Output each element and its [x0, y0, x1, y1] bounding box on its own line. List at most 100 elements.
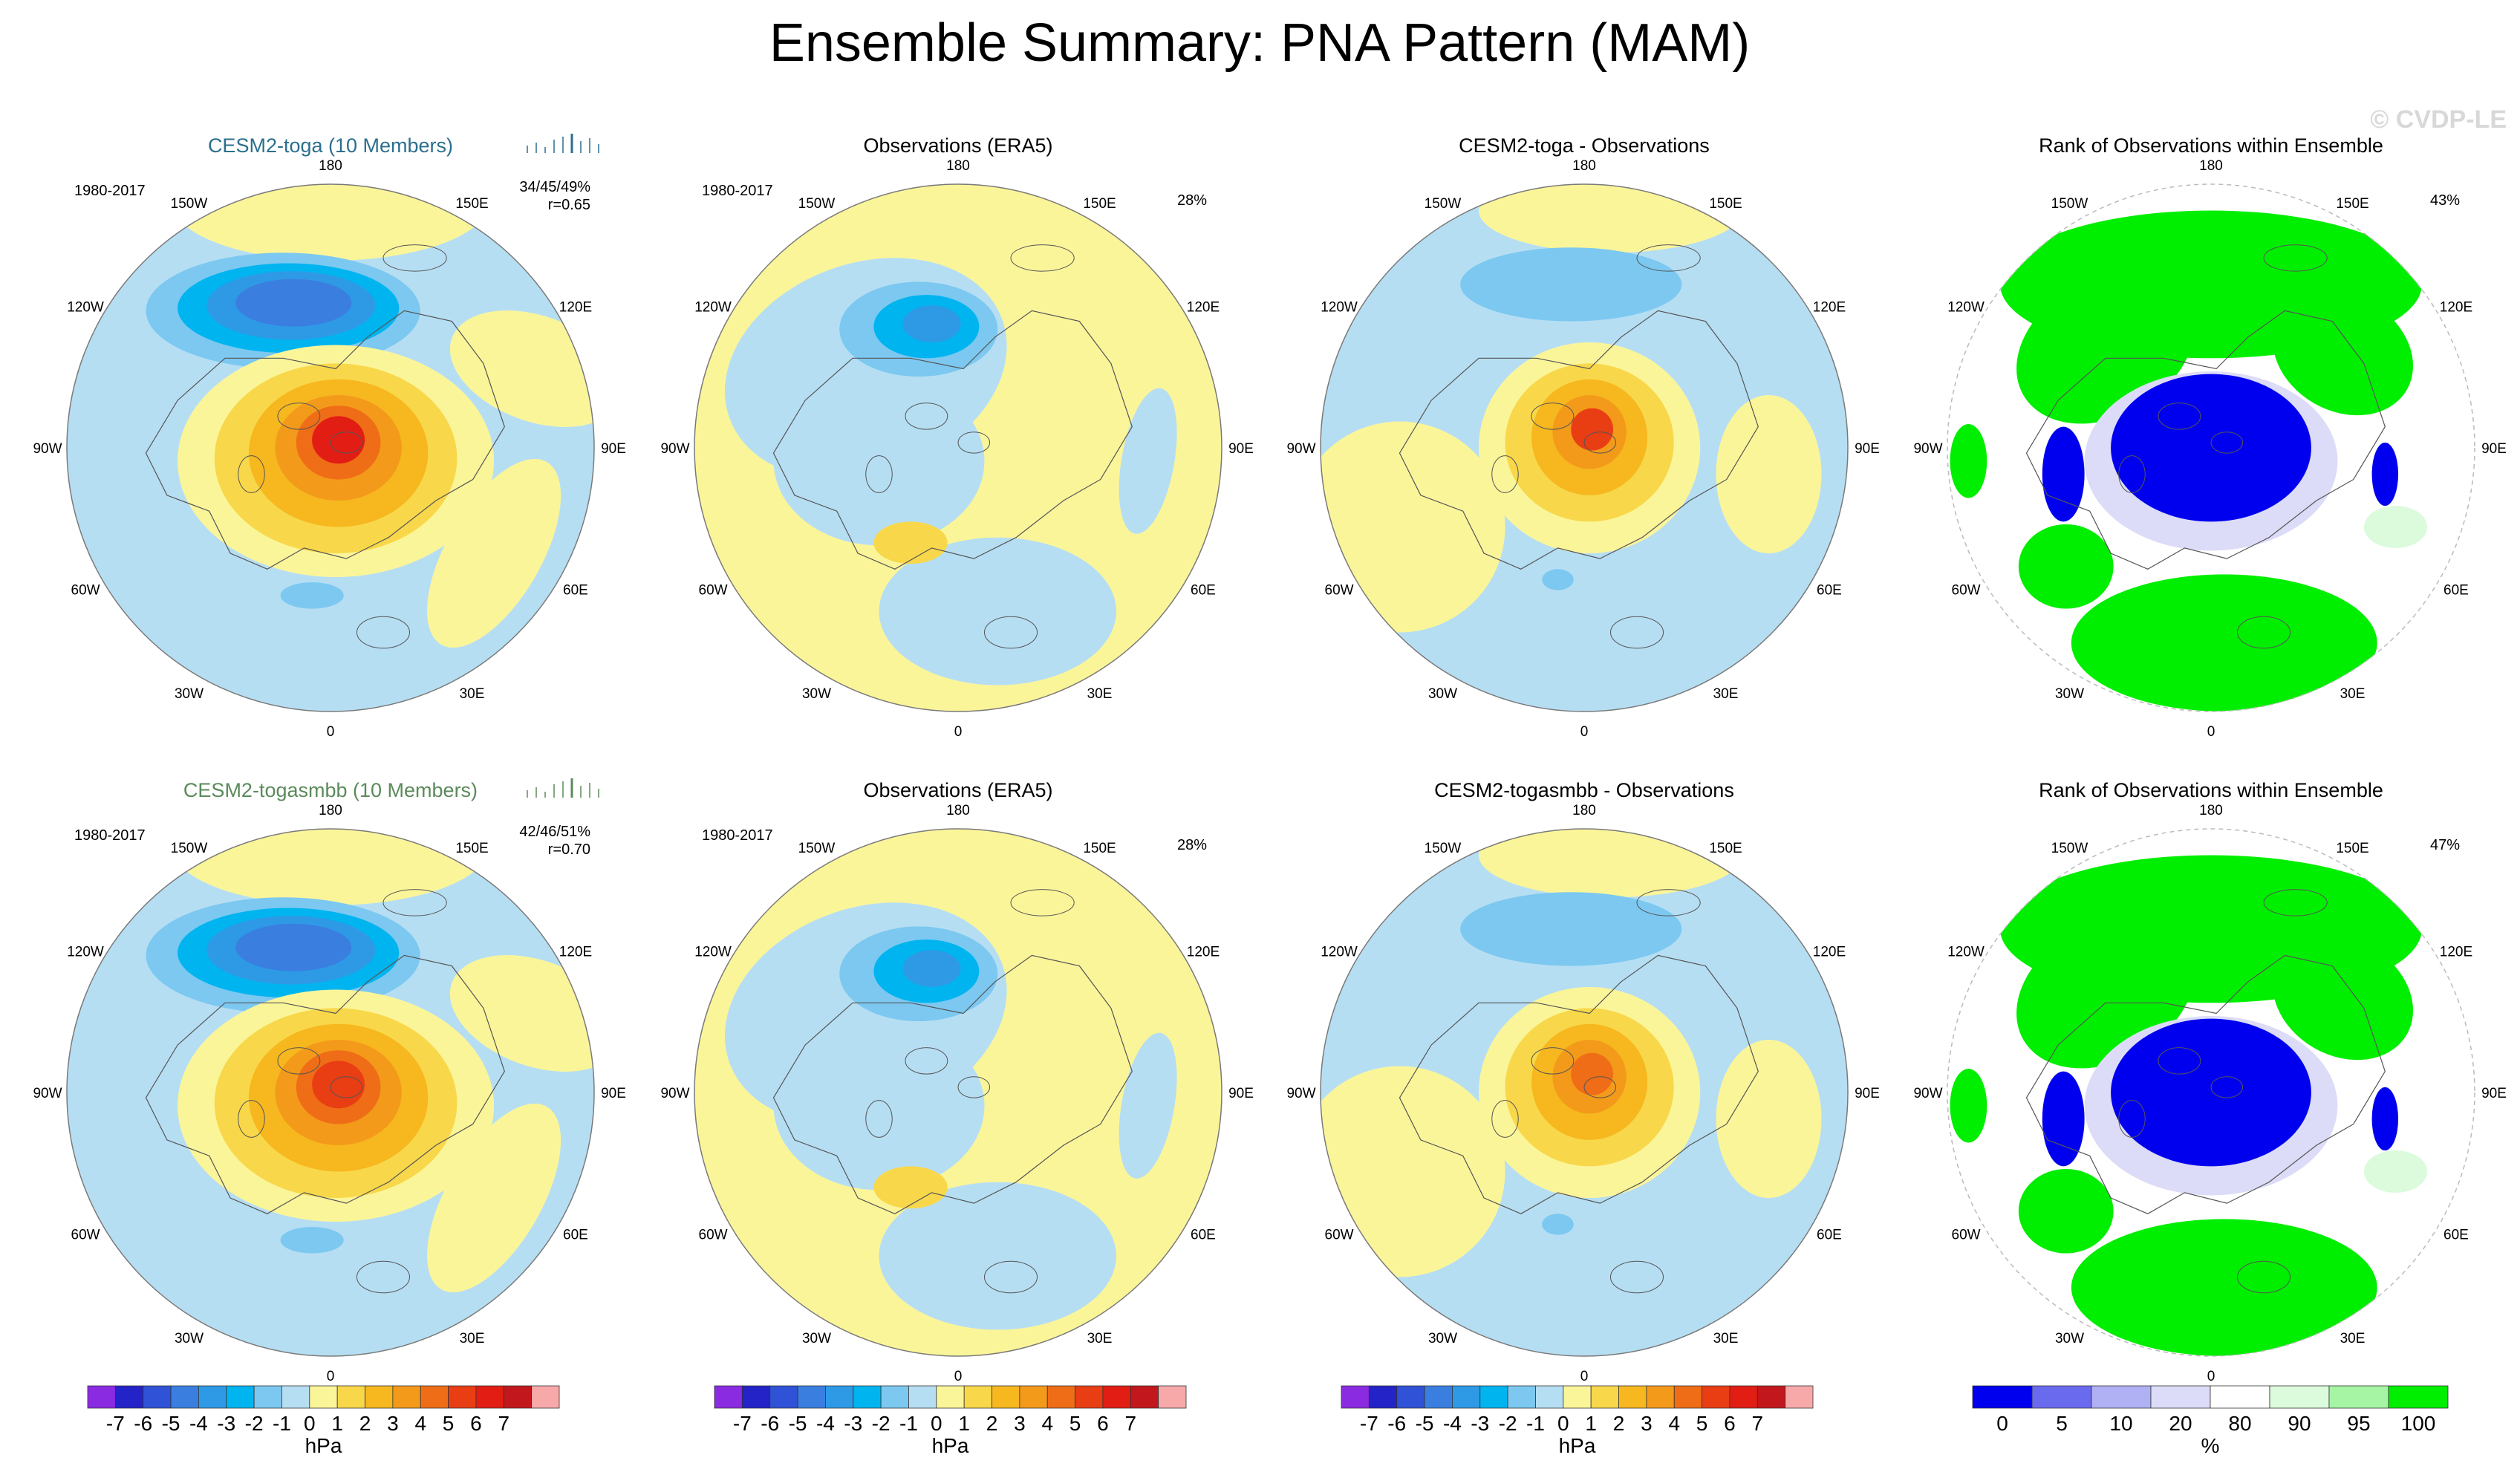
- colorbar-tick: 80: [2228, 1412, 2251, 1435]
- lon-label: 30W: [802, 686, 831, 702]
- lon-label: 0: [954, 1369, 963, 1384]
- colorbar-tick: -5: [162, 1412, 180, 1435]
- lon-label: 150E: [455, 841, 488, 856]
- lon-label: 180: [946, 158, 970, 174]
- lon-label: 90E: [2481, 441, 2507, 457]
- map-panel: 180 150E 120E 90E 60E 30E 0 30W 60W 90W 120W 150W CE…: [33, 134, 626, 740]
- colorbar-tick: -2: [1499, 1412, 1517, 1435]
- lon-label: 60E: [1817, 1228, 1842, 1243]
- lon-label: 30E: [460, 686, 485, 702]
- colorbar-tick: -3: [217, 1412, 235, 1435]
- colorbar-swatch: [198, 1385, 227, 1409]
- colorbar-swatch: [170, 1385, 199, 1409]
- colorbar-swatch: [1673, 1385, 1702, 1409]
- colorbar-swatch: [1102, 1385, 1131, 1409]
- colorbar-swatch: [1563, 1385, 1592, 1409]
- lon-label: 60E: [2444, 583, 2469, 599]
- lon-label: 150W: [798, 196, 836, 212]
- lon-label: 180: [319, 803, 342, 818]
- colorbar-tick: 0: [931, 1412, 942, 1435]
- colorbar-tick: 100: [2401, 1412, 2436, 1435]
- map-panel: 180 150E 120E 90E 60E 30E 0 30W 60W 90W 120W 150W Ra…: [1913, 134, 2506, 740]
- lon-label: 0: [327, 724, 335, 740]
- colorbar-unit: hPa: [305, 1434, 342, 1457]
- colorbar-swatch: [908, 1385, 937, 1409]
- panel-title: Rank of Observations within Ensemble: [2039, 134, 2383, 157]
- lon-label: 120E: [2440, 945, 2472, 960]
- colorbar-tick: 1: [1585, 1412, 1597, 1435]
- colorbar-swatch: [1396, 1385, 1425, 1409]
- lon-label: 150E: [1083, 841, 1116, 856]
- colorbar-tick: 95: [2347, 1412, 2370, 1435]
- colorbar-tick: 0: [1996, 1412, 2008, 1435]
- colorbar-tick: 1: [958, 1412, 970, 1435]
- colorbar-swatch: [992, 1385, 1020, 1409]
- colorbar-swatch: [2031, 1385, 2092, 1409]
- lon-label: 120E: [1813, 945, 1846, 960]
- lon-label: 150E: [2336, 196, 2368, 212]
- colorbar-tick: 90: [2288, 1412, 2311, 1435]
- panel-title: CESM2-togasmbb (10 Members): [183, 779, 478, 801]
- colorbar-unit: hPa: [932, 1434, 969, 1457]
- lon-label: 30W: [2055, 1331, 2084, 1346]
- colorbar-swatch: [365, 1385, 394, 1409]
- colorbar-tick: 5: [443, 1412, 455, 1435]
- lon-label: 0: [327, 1369, 335, 1384]
- figure-title: Ensemble Summary: PNA Pattern (MAM): [769, 13, 1750, 73]
- colorbar-swatch: [1507, 1385, 1536, 1409]
- colorbar-tick: -4: [816, 1412, 835, 1435]
- colorbar-tick: -6: [1387, 1412, 1406, 1435]
- colorbar-tick: -3: [1471, 1412, 1489, 1435]
- lon-label: 60W: [71, 1228, 100, 1243]
- colorbar-swatch: [797, 1385, 826, 1409]
- lon-label: 120W: [1947, 945, 1985, 960]
- lon-label: 30E: [1087, 686, 1113, 702]
- map-panel: 180 150E 120E 90E 60E 30E 0 30W 60W 90W 120W 150W Ra…: [1913, 779, 2506, 1384]
- panel-title: CESM2-togasmbb - Observations: [1434, 779, 1734, 801]
- colorbar-swatch: [2328, 1385, 2389, 1409]
- panel-title: CESM2-toga (10 Members): [208, 134, 453, 157]
- lon-label: 60W: [1325, 1228, 1354, 1243]
- colorbar-tick: -5: [1416, 1412, 1434, 1435]
- colorbar-tick: 7: [1125, 1412, 1137, 1435]
- colorbar-swatch: [448, 1385, 477, 1409]
- colorbar-tick: -3: [844, 1412, 862, 1435]
- lon-label: 120W: [694, 300, 732, 316]
- lon-label: 120W: [1321, 300, 1358, 316]
- lon-label: 150E: [455, 196, 488, 212]
- lon-label: 90W: [33, 441, 62, 457]
- lon-label: 60W: [71, 583, 100, 599]
- colorbar-hpa: -7 -6 -5 -4 -3 -2 -1 0 1 2 3 4 5 6 7 hPa: [714, 1385, 1187, 1457]
- colorbar-tick: 3: [1014, 1412, 1026, 1435]
- panels: 180 150E 120E 90E 60E 30E 0 30W 60W 90W 120W 150W CE…: [33, 134, 2507, 1384]
- panel-period: 1980-2017: [702, 827, 773, 844]
- lon-label: 180: [319, 158, 342, 174]
- colorbar-swatch: [2150, 1385, 2211, 1409]
- lon-label: 60E: [563, 583, 588, 599]
- panel-period: 1980-2017: [74, 827, 146, 844]
- lon-label: 60E: [2444, 1228, 2469, 1243]
- colorbar-tick: -4: [189, 1412, 208, 1435]
- colorbar-swatch: [1618, 1385, 1647, 1409]
- lon-label: 150W: [171, 196, 208, 212]
- colorbar-swatch: [1075, 1385, 1104, 1409]
- colorbar-swatch: [1756, 1385, 1786, 1409]
- colorbar-swatch: [2269, 1385, 2330, 1409]
- colorbar-rank: 0 5 10 20 80 90 95 100%: [1972, 1385, 2449, 1457]
- lon-label: 150W: [171, 841, 208, 856]
- colorbar-swatch: [114, 1385, 144, 1409]
- lon-label: 30W: [175, 686, 204, 702]
- colorbar-tick: 6: [1724, 1412, 1736, 1435]
- lon-label: 150W: [1425, 841, 1462, 856]
- lon-label: 120E: [559, 300, 592, 316]
- lon-label: 180: [1572, 803, 1596, 818]
- colorbar-tick: 7: [1752, 1412, 1764, 1435]
- colorbar-swatch: [503, 1385, 533, 1409]
- lon-label: 120W: [67, 945, 104, 960]
- colorbar-hpa: -7 -6 -5 -4 -3 -2 -1 0 1 2 3 4 5 6 7 hPa: [87, 1385, 560, 1457]
- panel-title: Observations (ERA5): [863, 134, 1052, 157]
- colorbar-swatch: [2210, 1385, 2270, 1409]
- colorbar-swatch: [741, 1385, 771, 1409]
- colorbar-swatch: [880, 1385, 909, 1409]
- colorbar-swatch: [143, 1385, 172, 1409]
